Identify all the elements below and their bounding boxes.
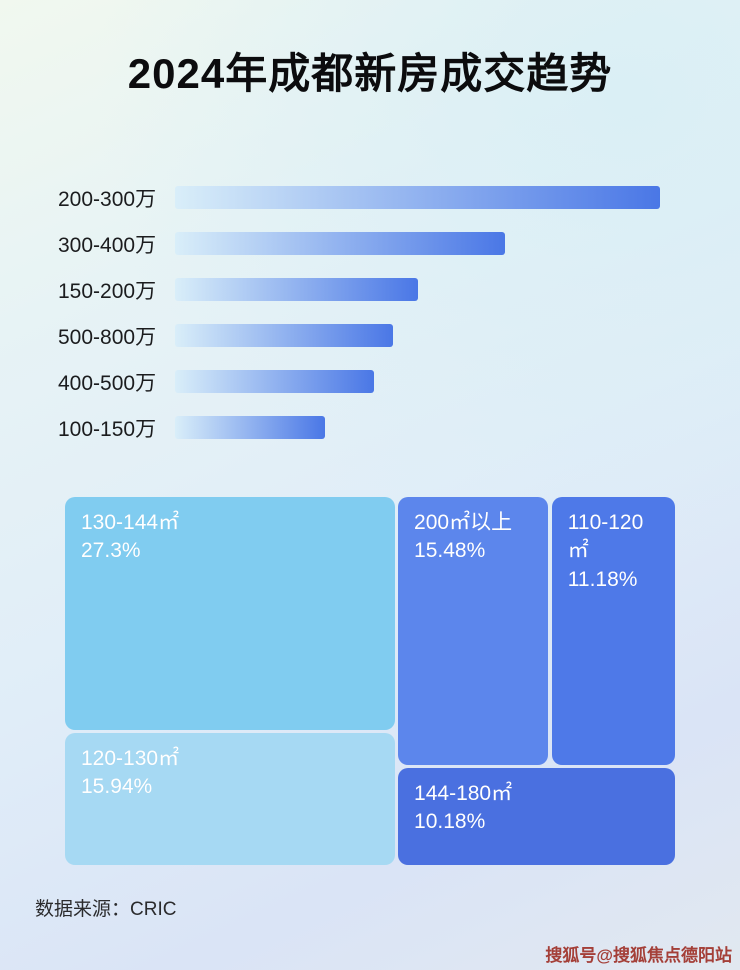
bar xyxy=(175,232,505,255)
treemap-block-label: 144-180㎡ xyxy=(414,781,513,805)
bar-row: 400-500万 xyxy=(58,370,660,395)
treemap-block-value: 15.48% xyxy=(414,539,486,563)
bar xyxy=(175,186,660,209)
treemap-block: 200㎡以上 15.48% xyxy=(398,497,549,765)
bar-category-label: 500-800万 xyxy=(58,325,157,349)
treemap-block-value: 27.3% xyxy=(81,539,141,563)
bar-track xyxy=(175,278,660,301)
price-range-bar-chart: 200-300万 300-400万 150-200万 500-800万 400-500万… xyxy=(58,186,660,462)
treemap-block-label: 200㎡以上 xyxy=(414,511,513,534)
treemap-block: 120-130㎡ 15.94% xyxy=(65,732,395,865)
data-source-label: 数据来源：CRIC xyxy=(35,899,177,920)
bar-category-label: 400-500万 xyxy=(58,371,157,395)
treemap-block-label: 120-130㎡ xyxy=(81,746,180,770)
bar xyxy=(175,416,326,439)
bar-category-label: 300-400万 xyxy=(58,233,157,257)
bar xyxy=(175,324,394,347)
bar-track xyxy=(175,416,660,439)
treemap-block-label: 110-120㎡ xyxy=(567,511,644,563)
bar-track xyxy=(175,232,660,255)
bar-track xyxy=(175,186,660,209)
bar-category-label: 200-300万 xyxy=(58,187,157,211)
bar-row: 200-300万 xyxy=(58,186,660,211)
bar xyxy=(175,370,374,393)
treemap-block-value: 15.94% xyxy=(81,775,153,799)
treemap-block-value: 10.18% xyxy=(414,810,486,834)
treemap-block: 144-180㎡ 10.18% xyxy=(398,767,675,865)
treemap-block-value: 11.18% xyxy=(567,567,638,591)
bar-track xyxy=(175,370,660,393)
bar-track xyxy=(175,324,660,347)
bar-row: 500-800万 xyxy=(58,324,660,349)
watermark-label: 搜狐号@搜狐焦点德阳站 xyxy=(545,946,732,965)
bar-row: 300-400万 xyxy=(58,232,660,257)
treemap-block: 130-144㎡ 27.3% xyxy=(65,497,395,730)
page-title: 2024年成都新房成交趋势 xyxy=(127,50,613,97)
bar xyxy=(175,278,418,301)
bar-category-label: 150-200万 xyxy=(58,279,157,303)
area-share-treemap: 130-144㎡ 27.3% 200㎡以上 15.48% 110-120㎡ 11.18% 1… xyxy=(65,497,675,865)
bar-row: 150-200万 xyxy=(58,278,660,303)
bar-category-label: 100-150万 xyxy=(58,417,157,441)
treemap-block-label: 130-144㎡ xyxy=(81,511,180,534)
treemap-block: 110-120㎡ 11.18% xyxy=(551,497,675,765)
bar-row: 100-150万 xyxy=(58,416,660,441)
